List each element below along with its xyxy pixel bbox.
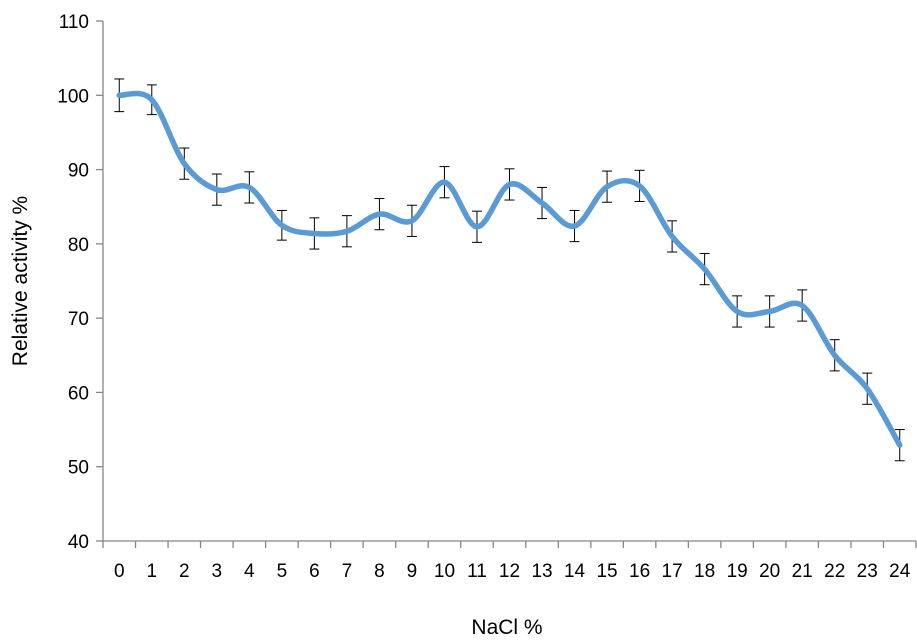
x-tick-label: 16 — [629, 561, 650, 582]
x-tick-label: 20 — [759, 561, 780, 582]
error-bars — [114, 78, 905, 462]
x-tick-label: 13 — [531, 561, 552, 582]
y-tick-label: 90 — [68, 161, 89, 182]
x-tick-label: 12 — [499, 561, 520, 582]
x-tick-label: 18 — [694, 561, 715, 582]
y-tick-label: 70 — [68, 309, 89, 330]
y-axis-title: Relative activity % — [9, 196, 32, 366]
x-tick-label: 14 — [564, 561, 586, 582]
y-tick-label: 80 — [68, 235, 89, 256]
x-tick-label: 5 — [277, 561, 288, 582]
y-tick-label: 60 — [68, 383, 89, 404]
y-tick-label: 50 — [68, 458, 89, 479]
x-tick-label: 7 — [342, 561, 353, 582]
x-tick-label: 10 — [434, 561, 455, 582]
x-tick-label: 19 — [727, 561, 748, 582]
x-tick-label: 4 — [244, 561, 255, 582]
x-tick-label: 17 — [662, 561, 683, 582]
x-tick-label: 15 — [596, 561, 617, 582]
x-tick-label: 2 — [179, 561, 190, 582]
x-axis-title: NaCl % — [471, 616, 542, 639]
y-tick-label: 40 — [68, 532, 89, 553]
x-tick-label: 8 — [374, 561, 385, 582]
y-tick-label: 100 — [57, 86, 89, 107]
x-tick-label: 22 — [824, 561, 845, 582]
y-axis: 40 50 60 70 80 90 100 110 — [57, 12, 104, 553]
x-tick-label: 23 — [857, 561, 878, 582]
y-tick-label: 110 — [59, 12, 89, 33]
series-line — [116, 90, 903, 448]
x-tick-label: 0 — [114, 561, 125, 582]
x-tick-label: 9 — [407, 561, 418, 582]
x-tick-label: 6 — [309, 561, 320, 582]
x-tick-label: 24 — [889, 561, 911, 582]
x-tick-label: 3 — [212, 561, 223, 582]
x-tick-label: 21 — [792, 561, 813, 582]
x-axis: 0 1 2 3 4 5 6 7 8 9 10 11 12 13 14 15 16 17 18 19 20 21 22 23 24 — [102, 540, 917, 582]
x-tick-label: 11 — [467, 561, 487, 582]
x-tick-label: 1 — [146, 561, 157, 582]
